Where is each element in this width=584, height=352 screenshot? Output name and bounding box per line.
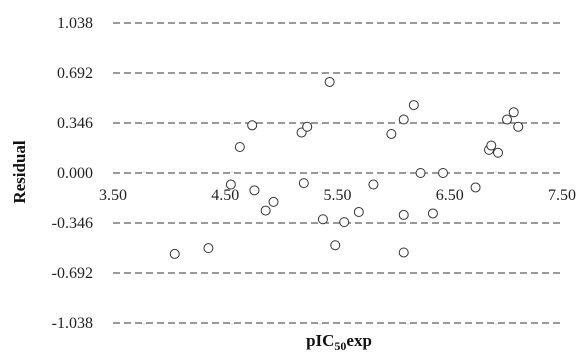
data-point	[427, 208, 438, 219]
data-point	[339, 217, 350, 228]
y-tick-label: 0.692	[57, 65, 93, 82]
x-axis-label-subscript: 50	[334, 339, 346, 352]
data-point	[260, 205, 271, 216]
data-point	[508, 107, 519, 118]
data-point	[317, 214, 328, 225]
x-axis-label: pIC50exp	[306, 331, 372, 352]
data-point	[513, 121, 524, 132]
data-point	[203, 243, 214, 254]
data-point	[298, 178, 309, 189]
x-axis-label-tail: exp	[346, 331, 372, 350]
data-point	[398, 114, 409, 125]
data-point	[438, 168, 449, 178]
data-point	[486, 140, 497, 151]
x-tick-label: 4.50	[211, 187, 239, 204]
data-point	[415, 168, 426, 178]
data-point	[353, 207, 364, 218]
data-point	[330, 240, 341, 251]
y-tick-label: -0.346	[52, 215, 93, 232]
data-point	[386, 128, 397, 139]
data-point	[470, 182, 481, 193]
data-point	[169, 248, 180, 259]
grid-lines	[113, 22, 562, 324]
y-tick-label: 0.000	[57, 165, 93, 182]
y-tick-labels: 1.038 0.692 0.346 0.000 -0.346 -0.692 -1.038	[52, 15, 93, 332]
data-point	[398, 247, 409, 258]
data-point	[493, 147, 504, 158]
data-point	[234, 141, 245, 152]
y-tick-label: 0.346	[57, 115, 93, 132]
x-tick-label: 6.50	[436, 187, 464, 204]
data-point	[368, 179, 379, 190]
x-tick-label: 7.50	[548, 187, 576, 204]
x-tick-labels: 3.50 4.50 5.50 6.50 7.50	[99, 187, 576, 204]
data-points	[169, 76, 524, 259]
data-point	[302, 121, 313, 132]
data-point	[398, 209, 409, 220]
data-point	[249, 185, 260, 196]
y-tick-label: 1.038	[57, 15, 93, 32]
data-point	[408, 100, 419, 111]
y-tick-label: -0.692	[52, 265, 93, 282]
x-axis-label-main: pIC	[306, 331, 334, 350]
y-tick-label: -1.038	[52, 315, 93, 332]
x-tick-label: 5.50	[324, 187, 352, 204]
data-point	[225, 179, 236, 190]
y-axis-label: Residual	[10, 140, 29, 204]
x-tick-label: 3.50	[99, 187, 127, 204]
data-point	[501, 114, 512, 125]
data-point	[247, 120, 258, 131]
data-point	[324, 76, 335, 87]
data-point	[268, 196, 279, 207]
